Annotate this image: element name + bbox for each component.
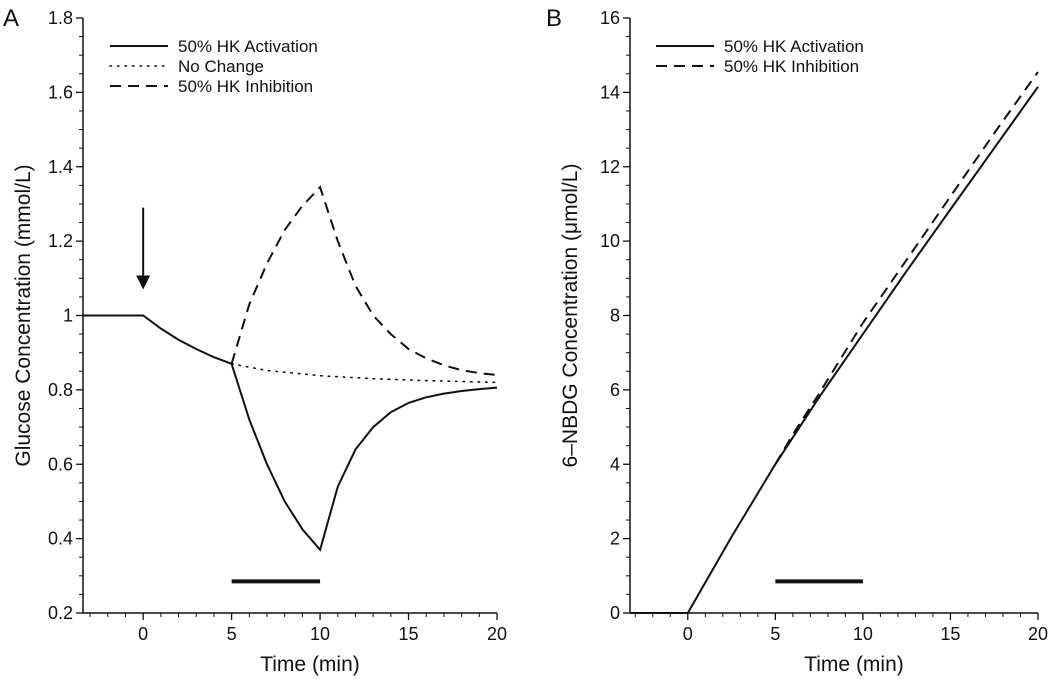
y-tick-label: 6 [610,380,620,400]
y-tick-label: 1.2 [48,231,73,251]
y-tick-label: 4 [610,454,620,474]
series-line-1 [774,71,1039,465]
x-tick-label: 5 [770,624,780,644]
y-tick-label: 0.8 [48,380,73,400]
y-tick-label: 1.4 [48,157,73,177]
legend-label: 50% HK Inhibition [724,57,859,76]
x-axis-title: Time (min) [804,653,904,676]
y-tick-label: 10 [600,231,620,251]
series-line-2 [230,185,498,376]
x-axis-title: Time (min) [260,653,360,676]
y-tick-label: 0 [610,603,620,623]
panel-a: A 0.2 0.4 0.6 0.8 1 1.2 1.4 1.6 1.8 0 5 10 15 20 Time (… [3,5,507,676]
y-axis-title: 6–NBDG Concentration (μmol/L) [559,164,582,468]
legend-label: 50% HK Activation [178,37,318,56]
legend-label: No Change [178,57,264,76]
arrow-down-icon [136,275,151,290]
panel-label: A [3,5,19,32]
y-tick-label: 0.6 [48,454,73,474]
y-tick-label: 0.2 [48,603,73,623]
y-tick-label: 1.8 [48,8,73,28]
x-tick-label: 5 [227,624,237,644]
x-tick-label: 15 [940,624,960,644]
y-tick-label: 0.4 [48,529,73,549]
y-tick-label: 16 [600,8,620,28]
series-line-1 [230,363,498,384]
panel-b: B 0 2 4 6 8 10 12 14 16 0 5 10 15 20 Time (min) 6–NBDG C… [546,5,1048,676]
y-tick-label: 1 [63,306,73,326]
y-axis-title: Glucose Concentration (mmol/L) [12,164,35,466]
x-tick-label: 15 [399,624,419,644]
y-tick-label: 2 [610,529,620,549]
x-tick-label: 0 [683,624,693,644]
x-tick-label: 20 [487,624,507,644]
x-tick-label: 10 [310,624,330,644]
series-line-0 [630,86,1039,614]
legend-label: 50% HK Inhibition [178,77,313,96]
x-tick-label: 10 [853,624,873,644]
legend-label: 50% HK Activation [724,37,864,56]
x-tick-label: 0 [138,624,148,644]
series-line-0 [83,314,498,552]
y-tick-label: 8 [610,306,620,326]
y-tick-label: 1.6 [48,82,73,102]
y-tick-label: 14 [600,82,620,102]
x-tick-label: 20 [1028,624,1048,644]
panel-label: B [546,5,562,32]
y-tick-label: 12 [600,157,620,177]
